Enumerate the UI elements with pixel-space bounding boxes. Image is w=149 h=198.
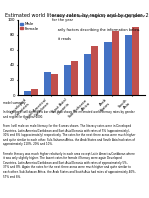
Title: Estimated world literacy rates, by region and by gender, 2000: Estimated world literacy rates, by regio… bbox=[5, 13, 149, 18]
Text: model summary

In this report I will describe a bar chart that shows the estimat: model summary In this report I will desc… bbox=[3, 101, 136, 179]
Bar bbox=[64, 65, 71, 95]
Bar bbox=[111, 31, 119, 95]
Bar bbox=[51, 74, 58, 95]
Bar bbox=[44, 72, 51, 95]
Bar bbox=[104, 42, 111, 95]
Text: imated world literacy rates by region and by gender for the year

     arily fac: imated world literacy rates by region an… bbox=[52, 14, 145, 41]
Bar bbox=[84, 54, 91, 95]
Bar bbox=[125, 35, 132, 95]
Bar bbox=[91, 46, 98, 95]
Bar bbox=[71, 61, 78, 95]
Legend: Male, Female: Male, Female bbox=[20, 22, 39, 31]
Bar bbox=[24, 91, 31, 95]
Bar bbox=[132, 27, 139, 95]
Bar bbox=[31, 89, 38, 95]
